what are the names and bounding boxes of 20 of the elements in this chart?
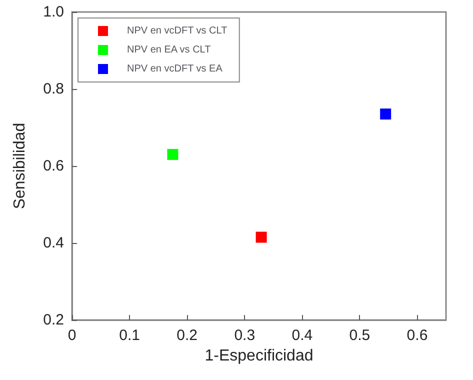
y-tick-label: 0.6 bbox=[43, 158, 64, 174]
y-tick-label: 1.0 bbox=[43, 4, 64, 20]
legend-label: NPV en vcDFT vs CLT bbox=[127, 26, 228, 36]
y-axis-title: Sensibilidad bbox=[12, 122, 28, 210]
x-tick-label: 0.5 bbox=[349, 327, 370, 344]
y-tick-label: 0.2 bbox=[43, 312, 64, 328]
x-tick-label: 0.3 bbox=[234, 327, 256, 344]
y-tick-label: 0.8 bbox=[43, 80, 64, 98]
x-tick-label: 0 bbox=[68, 327, 76, 344]
point bbox=[256, 232, 267, 243]
x-tick-label: 0.6 bbox=[406, 327, 428, 344]
y-tick-label: 0.4 bbox=[43, 234, 64, 252]
x-tick-label: 0.1 bbox=[119, 327, 140, 344]
x-axis-title: 1-Especificidad bbox=[204, 348, 314, 364]
legend-label: NPV en EA vs CLT bbox=[127, 44, 211, 56]
point bbox=[380, 108, 392, 120]
legend-label: NPV en vcDFT vs EA bbox=[127, 64, 223, 74]
point bbox=[167, 148, 178, 160]
x-tick-label: 0.2 bbox=[176, 327, 198, 344]
x-tick-label: 0.4 bbox=[292, 327, 313, 344]
